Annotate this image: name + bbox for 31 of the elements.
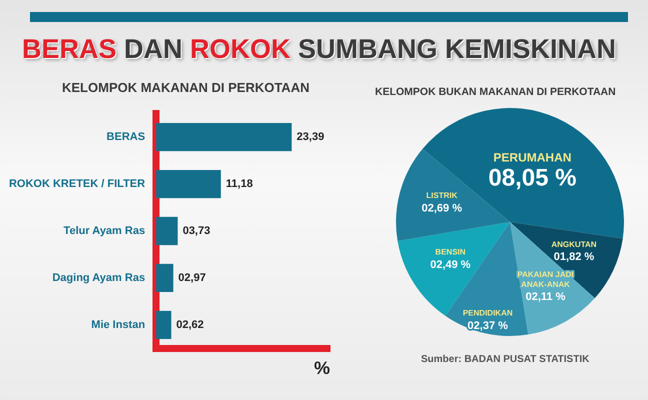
chart-title: KELOMPOK BUKAN MAKANAN DI PERKOTAAN bbox=[375, 86, 616, 98]
bar bbox=[156, 170, 221, 198]
slice-label: PENDIDIKAN bbox=[462, 308, 513, 318]
text: Sumber: BADAN PUSAT STATISTIK bbox=[421, 354, 590, 365]
data-label: 02,97 bbox=[178, 272, 206, 284]
data-label: 02,69 % bbox=[422, 202, 462, 214]
y-tick-label: BERAS bbox=[106, 131, 146, 144]
y-tick-label: Telur Ayam Ras bbox=[64, 225, 146, 238]
data-label: 02,11 % bbox=[526, 291, 566, 304]
data-label: 02,49 % bbox=[430, 259, 471, 272]
data-label: 08,05 % bbox=[488, 164, 576, 192]
slice-label: BENSIN bbox=[435, 248, 466, 257]
slice-label: ANGKUTAN bbox=[551, 240, 597, 249]
data-label: 23,39 bbox=[296, 131, 324, 144]
bar bbox=[156, 264, 174, 292]
data-label: 03,73 bbox=[182, 225, 210, 238]
data-label: 11,18 bbox=[226, 178, 253, 190]
data-label: 02,62 bbox=[176, 318, 204, 331]
bar bbox=[156, 310, 172, 340]
bar bbox=[156, 122, 292, 152]
bar bbox=[156, 216, 178, 246]
y-tick-label: Daging Ayam Ras bbox=[52, 272, 146, 284]
data-label: 02,37 % bbox=[468, 320, 508, 332]
slice-label: PERUMAHAN bbox=[493, 150, 572, 164]
data-label: 01,82 % bbox=[554, 251, 594, 264]
chart-title: BERAS DAN ROKOK SUMBANG KEMISKINAN bbox=[22, 34, 616, 64]
y-tick-label: Mie Instan bbox=[91, 318, 146, 331]
x-axis-title: % bbox=[314, 358, 330, 378]
y-tick-label: ROKOK KRETEK / FILTER bbox=[8, 178, 146, 190]
chart-subtitle: KELOMPOK MAKANAN DI PERKOTAAN bbox=[62, 80, 310, 95]
slice-label: LISTRIK bbox=[426, 191, 458, 200]
